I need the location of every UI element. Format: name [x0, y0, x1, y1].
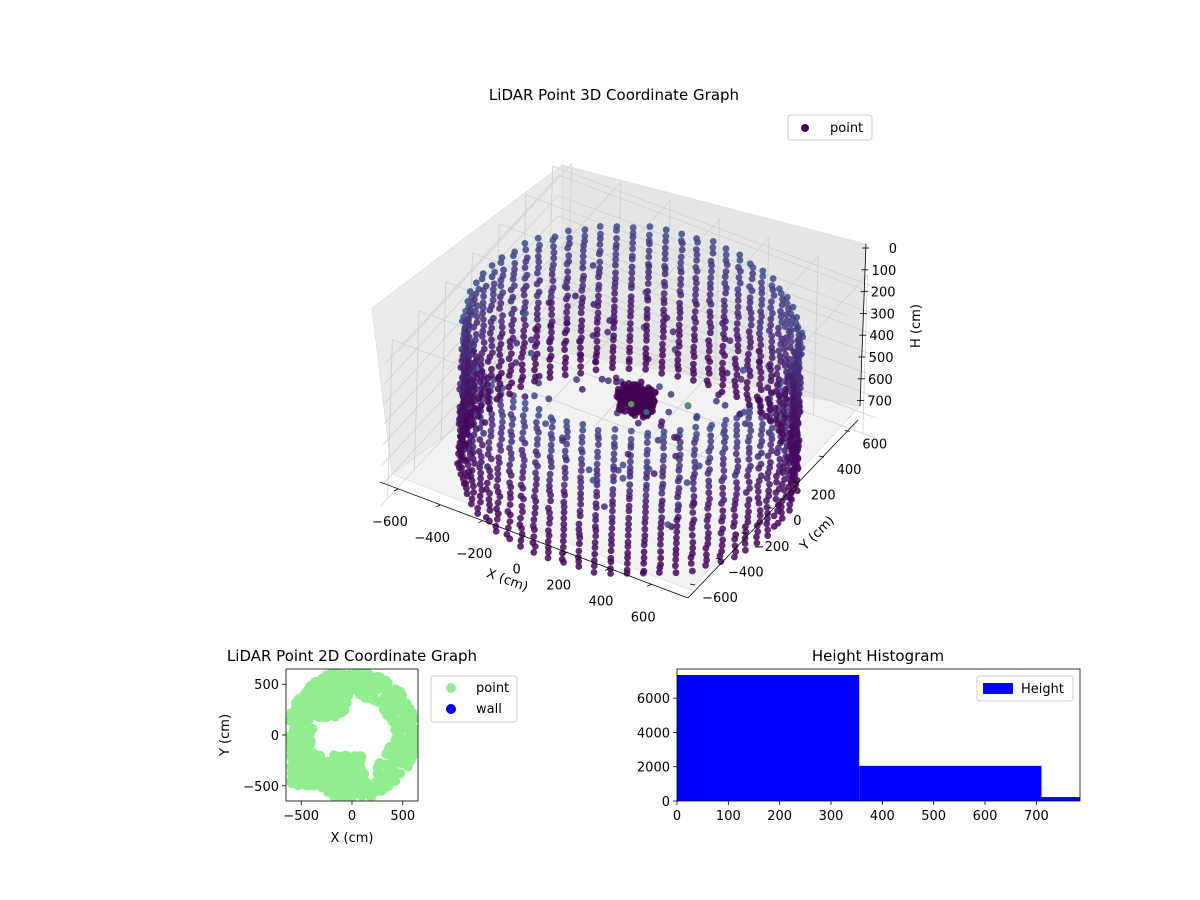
z-tick-label-3d: 200: [871, 286, 896, 301]
point-cloud-2d: [286, 669, 418, 801]
y-tick-label-3d: 400: [837, 463, 862, 478]
ticks-histogram: 0 100 200 300 400 500 600 700 0 2000 4000 6000: [637, 692, 1049, 824]
y-axis-line-3d: [687, 419, 859, 599]
title-3d: LiDAR Point 3D Coordinate Graph: [489, 86, 739, 104]
x-tick-label-3d: 200: [546, 579, 571, 594]
y-tick-label-3d: 0: [793, 514, 801, 529]
z-tick-label-3d: 0: [889, 242, 897, 257]
point-cloud-3d: [454, 223, 807, 577]
title-histogram: Height Histogram: [812, 647, 944, 665]
y-axis-label-3d: Y (cm): [797, 513, 838, 554]
x-tick-label-histogram: 600: [973, 809, 998, 824]
x-axis-label-2d: X (cm): [331, 831, 374, 846]
legend-3d-marker: [801, 124, 809, 132]
y-tick-label-histogram: 2000: [637, 761, 670, 776]
y-tick-label-3d: 200: [811, 489, 836, 504]
x-ticks-3d: −600 −400 −200 0 200 400 600: [372, 488, 656, 625]
z-ticks-3d: 0 100 200 300 400 500 600 700: [857, 242, 897, 410]
z-tick-label-3d: 700: [867, 395, 892, 410]
x-tick-label-histogram: 300: [819, 809, 844, 824]
x-tick-label-3d: 400: [589, 595, 614, 610]
x-axis-label-3d: X (cm): [484, 566, 530, 595]
z-tick-label-3d: 300: [870, 307, 895, 322]
x-tick-label-3d: −600: [372, 515, 408, 530]
plot-2d: LiDAR Point 2D Coordinate Graph −500−500…: [218, 647, 518, 846]
x-tick-label-2d: −500: [283, 809, 319, 824]
plot-area-histogram: [676, 668, 1081, 802]
y-tick-label-histogram: 6000: [637, 692, 670, 707]
x-tick-label-3d: 0: [512, 563, 520, 578]
legend-2d: point wall: [430, 675, 518, 723]
x-tick-label-3d: −400: [414, 531, 450, 546]
histogram-bars: [677, 675, 1080, 801]
legend-histogram-label: Height: [1021, 682, 1064, 697]
plot-3d: LiDAR Point 3D Coordinate Graph −600 −400…: [371, 86, 924, 625]
x-tick-label-histogram: 400: [870, 809, 895, 824]
legend-3d-label: point: [830, 121, 863, 136]
ticks-2d: −500 −500 0 0 500 500: [243, 678, 415, 824]
plot-histogram: Height Histogram 0 100 200 300 400 500 600 7000…: [637, 647, 1081, 824]
z-axis-label-3d: H (cm): [909, 304, 924, 348]
legend-3d: point: [787, 114, 873, 141]
y-tick-label-3d: −600: [702, 591, 738, 606]
x-tick-label-2d: 0: [348, 809, 356, 824]
legend-histogram-swatch: [983, 683, 1013, 694]
y-tick-label-2d: 500: [254, 678, 279, 693]
y-tick-label-2d: −500: [243, 780, 279, 795]
x-tick-label-histogram: 200: [767, 809, 792, 824]
x-tick-label-histogram: 100: [716, 809, 741, 824]
x-axis-line-3d: [379, 481, 689, 599]
y-tick-label-3d: 600: [862, 437, 887, 452]
legend-2d-point-label: point: [476, 681, 509, 696]
z-tick-label-3d: 400: [869, 329, 894, 344]
x-tick-label-3d: −200: [457, 547, 493, 562]
y-tick-label-3d: −200: [754, 540, 790, 555]
z-tick-label-3d: 500: [869, 351, 894, 366]
legend-2d-point-marker: [446, 683, 456, 693]
x-tick-label-histogram: 700: [1024, 809, 1049, 824]
legend-histogram: Height: [976, 675, 1074, 702]
z-tick-label-3d: 600: [868, 373, 893, 388]
y-tick-label-3d: −400: [728, 565, 764, 580]
x-tick-label-2d: 500: [390, 809, 415, 824]
histogram-bar: [677, 675, 860, 801]
y-tick-label-histogram: 0: [662, 795, 670, 810]
y-axis-label-2d: Y (cm): [218, 714, 233, 757]
x-tick-label-histogram: 0: [673, 809, 681, 824]
y-tick-label-histogram: 4000: [637, 726, 670, 741]
legend-2d-wall-marker: [446, 704, 456, 714]
x-tick-label-3d: 600: [631, 610, 656, 625]
legend-2d-wall-label: wall: [476, 702, 502, 717]
z-tick-label-3d: 100: [871, 264, 896, 279]
x-tick-label-histogram: 500: [921, 809, 946, 824]
histogram-bar: [859, 765, 1042, 801]
histogram-bar: [1041, 797, 1080, 801]
title-2d: LiDAR Point 2D Coordinate Graph: [227, 647, 477, 665]
y-tick-label-2d: 0: [271, 729, 279, 744]
